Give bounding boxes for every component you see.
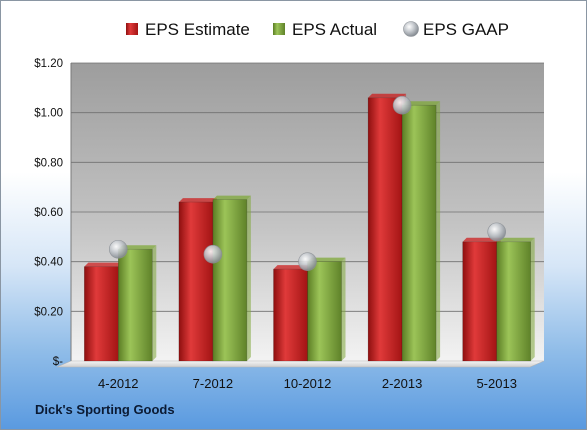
bar-eps-estimate: [367, 93, 407, 362]
bar-side: [341, 257, 346, 361]
bar-top: [178, 198, 217, 203]
bar-top: [307, 257, 346, 262]
y-tick-label: $0.20: [34, 306, 63, 318]
bar-eps-actual: [496, 237, 535, 362]
bar-face: [367, 97, 403, 362]
bar-face: [118, 248, 153, 362]
marker-eps-gaap: [487, 222, 507, 242]
plot-area: $- $0.20 $0.40 $0.60 $0.80 $1.00 $1.20 4-2012 7-…: [34, 58, 545, 391]
y-tick-label: $-: [53, 356, 63, 368]
legend-swatch: [126, 23, 138, 35]
x-tick-label: 5-2013: [476, 376, 516, 391]
x-tick-label: 4-2012: [98, 376, 138, 391]
legend-label: EPS Estimate: [145, 20, 250, 39]
bar-face: [307, 261, 342, 362]
bar-side: [436, 101, 441, 361]
bar-eps-estimate: [273, 265, 312, 362]
legend: EPS Estimate EPS Actual EPS GAAP: [126, 20, 509, 39]
bar-eps-actual: [212, 195, 251, 362]
bar-eps-estimate: [84, 262, 123, 362]
legend-label: EPS Actual: [292, 20, 377, 39]
bar-face: [273, 268, 308, 362]
bar-face: [496, 241, 532, 362]
bar-eps-estimate: [178, 198, 217, 362]
legend-swatch: [403, 21, 419, 37]
bar-face: [401, 104, 437, 362]
bar-side: [530, 237, 535, 361]
legend-label: EPS GAAP: [423, 20, 509, 39]
bar-top: [368, 93, 407, 98]
bar-face: [462, 241, 498, 362]
y-tick-label: $0.60: [34, 207, 63, 219]
company-name: Dick's Sporting Goods: [35, 402, 175, 417]
bar-face: [178, 201, 214, 362]
x-tick-label: 7-2012: [193, 376, 233, 391]
x-tick-label: 10-2012: [284, 376, 332, 391]
bar-top: [118, 245, 157, 250]
marker-eps-gaap: [109, 239, 128, 259]
y-tick-label: $1.20: [34, 58, 63, 70]
bar-face: [84, 266, 119, 362]
legend-swatch: [273, 23, 285, 35]
bar-side: [152, 245, 157, 361]
bar-eps-actual: [401, 101, 441, 362]
plot-floor: [56, 360, 545, 368]
y-tick-label: $0.80: [34, 157, 63, 169]
marker-eps-gaap: [392, 95, 412, 115]
bar-top: [402, 101, 441, 106]
bar-side: [246, 195, 251, 361]
x-tick-label: 2-2013: [382, 376, 422, 391]
bar-eps-actual: [118, 245, 157, 362]
y-tick-label: $0.40: [34, 257, 63, 269]
bar-eps-actual: [307, 257, 346, 362]
bar-top: [496, 237, 535, 242]
marker-eps-gaap: [203, 244, 223, 264]
marker-eps-gaap: [298, 252, 317, 271]
bar-eps-estimate: [462, 237, 501, 362]
y-tick-label: $1.00: [34, 108, 63, 120]
bar-top: [84, 262, 123, 267]
bar-face: [212, 199, 248, 362]
bar-top: [212, 195, 251, 200]
